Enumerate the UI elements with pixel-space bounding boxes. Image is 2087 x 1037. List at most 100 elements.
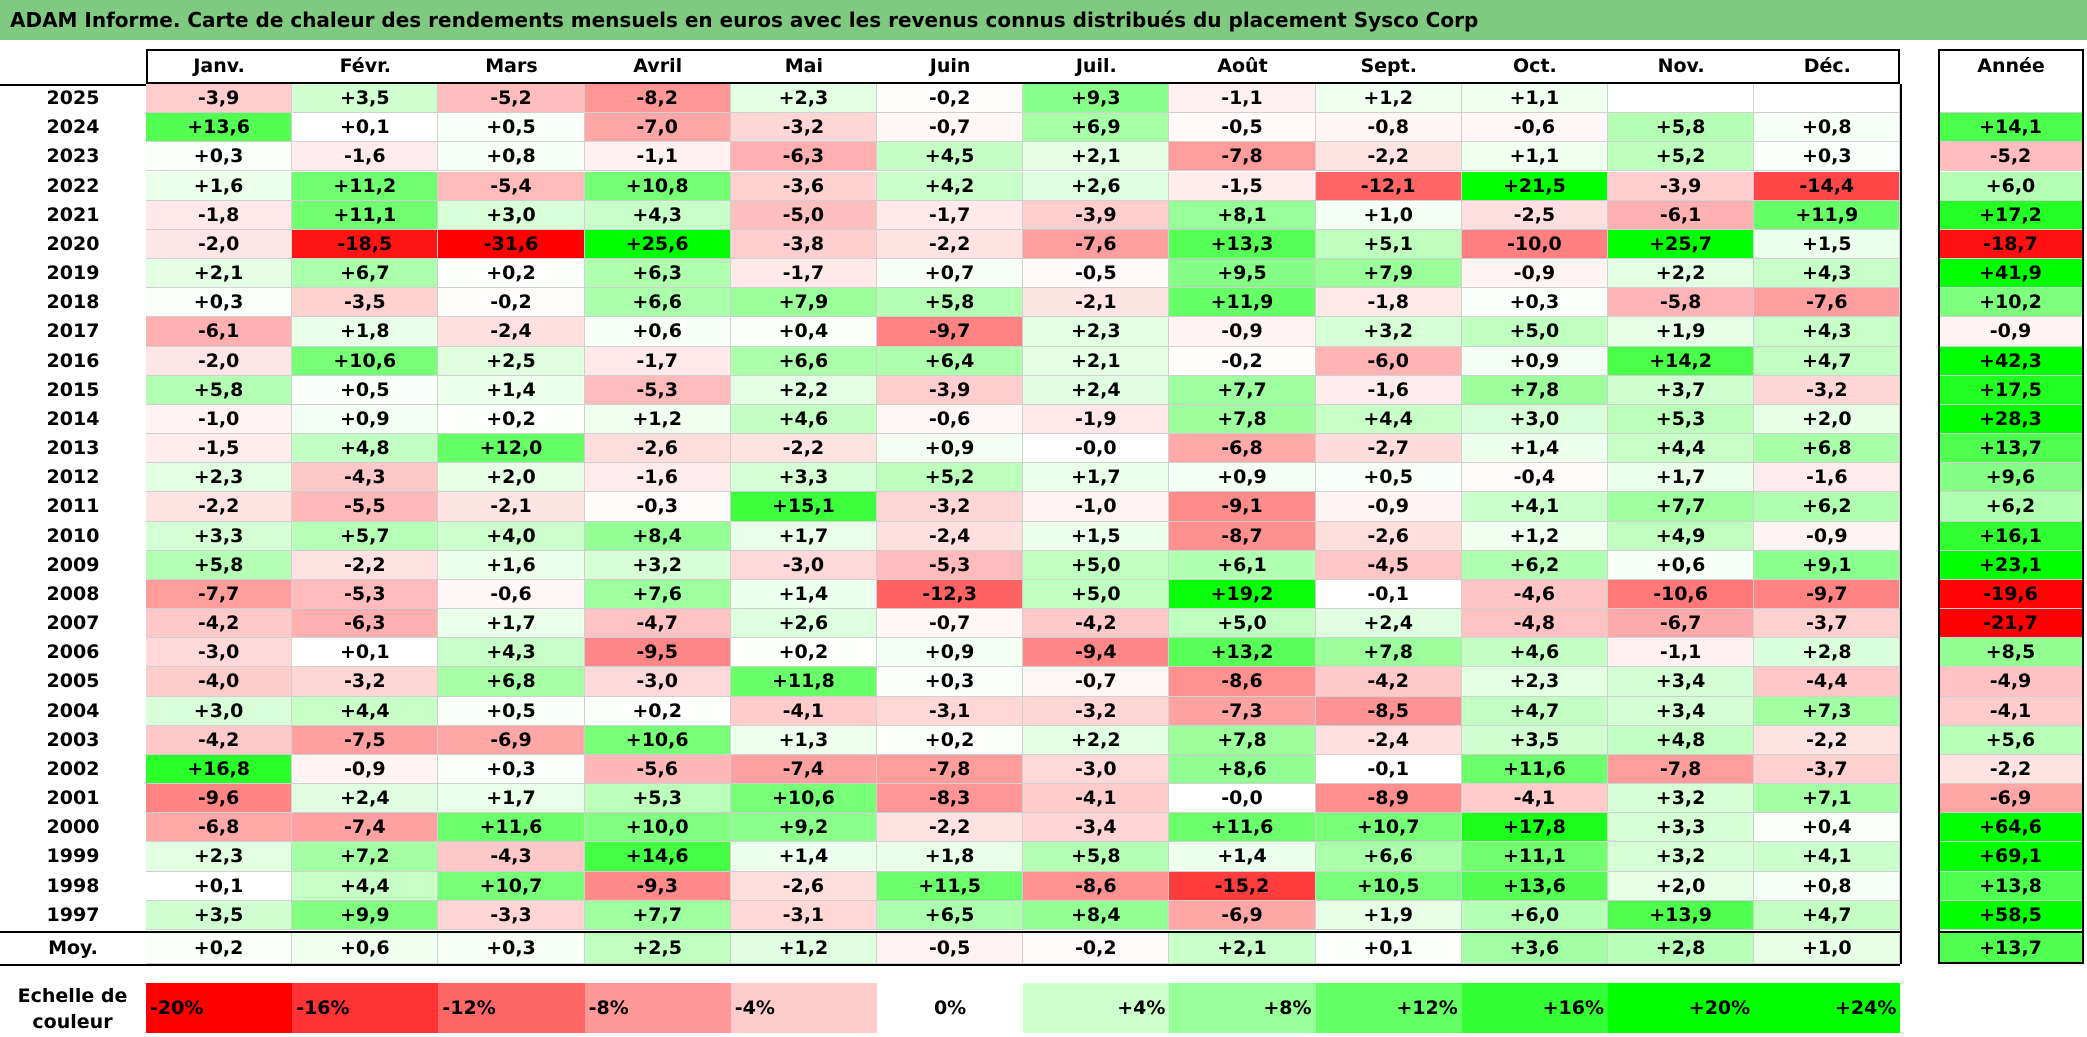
heatmap-cell: +14,2 bbox=[1608, 346, 1755, 376]
heatmap-cell: +0,7 bbox=[877, 259, 1024, 289]
heatmap-cell: -4,1 bbox=[730, 696, 877, 726]
heatmap-cell: +5,3 bbox=[1608, 404, 1755, 435]
color-scale-stop: -16% bbox=[292, 983, 439, 1033]
heatmap-cell: +1,2 bbox=[1315, 84, 1462, 114]
heatmap-cell: -3,0 bbox=[584, 667, 731, 697]
heatmap-cell: +11,1 bbox=[1461, 842, 1608, 872]
heatmap-cell: -9,4 bbox=[1023, 638, 1170, 668]
heatmap-cell: -9,6 bbox=[146, 784, 293, 814]
heatmap-cell: +4,3 bbox=[1754, 317, 1901, 347]
heatmap-cell: +8,6 bbox=[1169, 754, 1316, 785]
heatmap-cell: +16,8 bbox=[146, 754, 293, 785]
year-label: 2018 bbox=[46, 291, 100, 314]
year-label: 2015 bbox=[46, 378, 100, 401]
year-label: 2002 bbox=[46, 757, 100, 780]
heatmap-cell: -9,7 bbox=[1754, 579, 1901, 610]
heatmap-cell: +10,6 bbox=[730, 784, 877, 814]
heatmap-cell: -2,2 bbox=[292, 550, 439, 580]
heatmap-cell: +0,3 bbox=[146, 288, 293, 318]
heatmap-cell: +6,2 bbox=[1754, 492, 1901, 522]
average-cell: +2,1 bbox=[1169, 931, 1316, 964]
year-label: 2020 bbox=[46, 232, 100, 255]
heatmap-cell: +5,0 bbox=[1169, 609, 1316, 639]
heatmap-cell: +4,4 bbox=[292, 696, 439, 726]
heatmap-cell: -2,2 bbox=[877, 813, 1024, 843]
annual-cell: +10,2 bbox=[1938, 288, 2084, 318]
heatmap-cell: -4,4 bbox=[1754, 667, 1901, 697]
average-cell: -0,5 bbox=[877, 931, 1024, 964]
heatmap-cell: +7,3 bbox=[1754, 696, 1901, 726]
heatmap-cell: +0,3 bbox=[1461, 288, 1608, 318]
heatmap-cell: +3,3 bbox=[730, 463, 877, 493]
heatmap-cell: +0,9 bbox=[877, 434, 1024, 464]
heatmap-cell: +4,7 bbox=[1754, 346, 1901, 376]
year-label: 2006 bbox=[46, 641, 100, 664]
heatmap-cell: -3,2 bbox=[1754, 375, 1901, 405]
annual-cell: +6,0 bbox=[1938, 171, 2084, 201]
heatmap-cell: +7,9 bbox=[730, 288, 877, 318]
heatmap-cell: -6,3 bbox=[292, 609, 439, 639]
heatmap-cell: -6,7 bbox=[1608, 609, 1755, 639]
heatmap-cell: -0,9 bbox=[1315, 492, 1462, 522]
heatmap-cell: +4,3 bbox=[584, 200, 731, 230]
heatmap-cell: +7,2 bbox=[292, 842, 439, 872]
heatmap-cell bbox=[1608, 84, 1755, 114]
heatmap-cell: -0,5 bbox=[1169, 113, 1316, 143]
heatmap-cell: +5,7 bbox=[292, 521, 439, 551]
heatmap-cell: +3,2 bbox=[584, 550, 731, 580]
heatmap-cell: +3,4 bbox=[1608, 696, 1755, 726]
heatmap-cell: +5,1 bbox=[1315, 229, 1462, 259]
average-cell: +1,0 bbox=[1754, 931, 1901, 964]
heatmap-cell: -0,8 bbox=[1315, 113, 1462, 143]
heatmap-cell: +3,5 bbox=[292, 84, 439, 114]
heatmap-cell: -1,9 bbox=[1023, 404, 1170, 435]
heatmap-cell: -0,6 bbox=[1461, 113, 1608, 143]
heatmap-cell: -3,9 bbox=[1608, 171, 1755, 201]
heatmap-cell: +21,5 bbox=[1461, 171, 1608, 201]
heatmap-cell: -2,6 bbox=[730, 871, 877, 901]
heatmap-cell: +7,9 bbox=[1315, 259, 1462, 289]
heatmap-cell: -3,4 bbox=[1023, 813, 1170, 843]
year-label: 2013 bbox=[46, 437, 100, 460]
heatmap-cell: -1,6 bbox=[1754, 463, 1901, 493]
heatmap-cell: +2,0 bbox=[438, 463, 585, 493]
heatmap-cell: +11,6 bbox=[438, 813, 585, 843]
heatmap-cell: -1,8 bbox=[1315, 288, 1462, 318]
heatmap-cell: +1,6 bbox=[146, 171, 293, 201]
heatmap-cell: +1,9 bbox=[1315, 900, 1462, 930]
color-scale-stop: 0% bbox=[877, 983, 1024, 1033]
color-scale-stop: +4% bbox=[1023, 983, 1170, 1033]
month-header: Juil. bbox=[1075, 55, 1117, 77]
heatmap-cell: +0,3 bbox=[1754, 142, 1901, 172]
heatmap-cell: -8,7 bbox=[1169, 521, 1316, 551]
annual-cell: +14,1 bbox=[1938, 113, 2084, 143]
heatmap-cell: +3,3 bbox=[1608, 813, 1755, 843]
heatmap-cell: -1,7 bbox=[584, 346, 731, 376]
heatmap-cell: +1,4 bbox=[1169, 842, 1316, 872]
heatmap-cell: -1,7 bbox=[877, 200, 1024, 230]
heatmap-cell: -8,6 bbox=[1023, 871, 1170, 901]
heatmap-cell: -7,3 bbox=[1169, 696, 1316, 726]
heatmap-cell: +6,0 bbox=[1461, 900, 1608, 930]
heatmap-cell: +4,3 bbox=[1754, 259, 1901, 289]
month-header: Sept. bbox=[1360, 55, 1417, 77]
heatmap-cell: +1,7 bbox=[438, 784, 585, 814]
year-label: 2023 bbox=[46, 145, 100, 168]
heatmap-cell: -0,2 bbox=[438, 288, 585, 318]
heatmap-cell: -1,6 bbox=[1315, 375, 1462, 405]
month-header: Mars bbox=[485, 55, 538, 77]
heatmap-cell: -8,2 bbox=[584, 84, 731, 114]
heatmap-cell: +0,5 bbox=[1315, 463, 1462, 493]
heatmap-cell: +2,0 bbox=[1608, 871, 1755, 901]
heatmap-cell: +6,1 bbox=[1169, 550, 1316, 580]
heatmap-cell: -0,9 bbox=[1169, 317, 1316, 347]
heatmap-cell: +10,7 bbox=[438, 871, 585, 901]
annual-cell: +41,9 bbox=[1938, 259, 2084, 289]
color-scale-label: Echelle de couleur bbox=[17, 985, 128, 1033]
heatmap-cell: +1,4 bbox=[1461, 434, 1608, 464]
heatmap-cell: +7,7 bbox=[1169, 375, 1316, 405]
heatmap-cell: -3,0 bbox=[1023, 754, 1170, 785]
heatmap-cell bbox=[1754, 84, 1901, 114]
heatmap-cell: +9,9 bbox=[292, 900, 439, 930]
annual-cell: +64,6 bbox=[1938, 813, 2084, 843]
